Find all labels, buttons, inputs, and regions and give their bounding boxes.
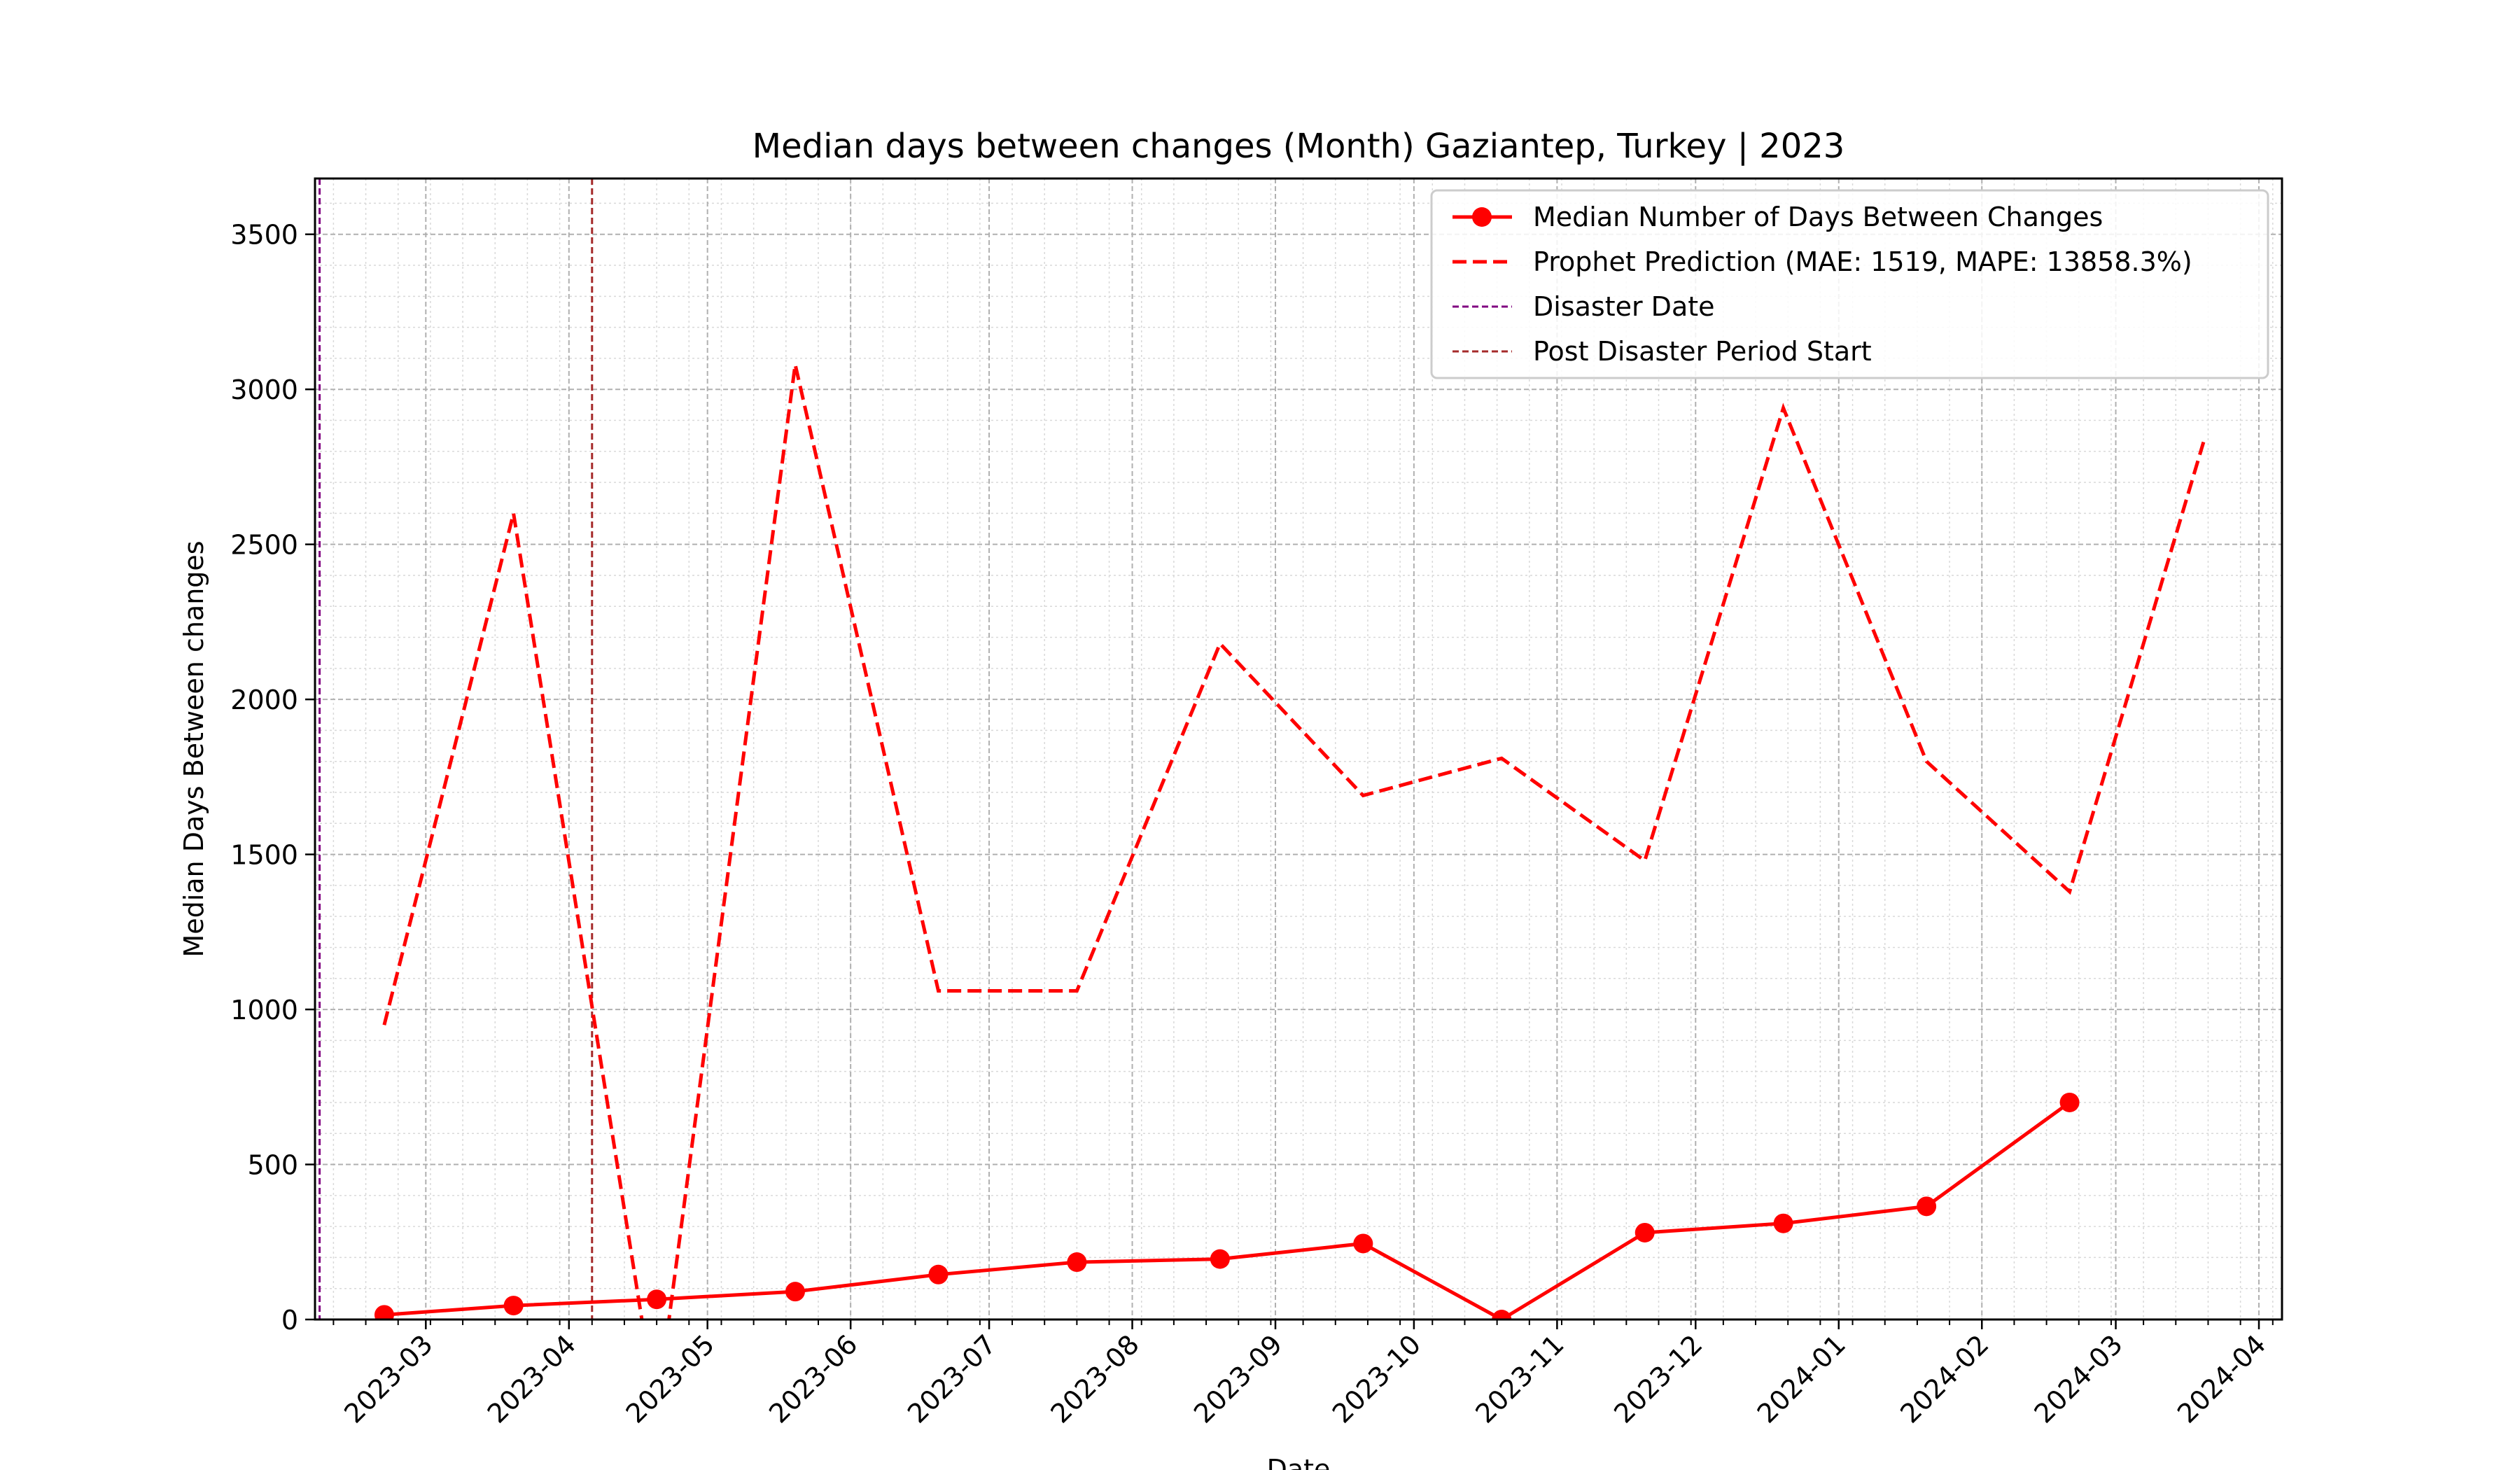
data-point [1634, 1222, 1655, 1242]
y-tick-label: 3000 [230, 374, 298, 405]
plot-frame [314, 177, 2283, 1321]
legend-marker [1472, 207, 1492, 227]
y-tick-label: 0 [281, 1305, 298, 1336]
y-tick-label: 500 [247, 1150, 298, 1181]
data-point [374, 1305, 394, 1320]
y-tick-label: 1000 [230, 995, 298, 1026]
y-tick-label: 3500 [230, 220, 298, 251]
data-point [785, 1282, 806, 1302]
data-point [1353, 1233, 1373, 1254]
reference-lines [318, 178, 594, 1320]
data-point [647, 1289, 667, 1310]
data-point [928, 1264, 948, 1284]
legend-label: Disaster Date [1533, 291, 1715, 322]
data-point [1210, 1249, 1230, 1269]
y-tick-label: 2000 [230, 685, 298, 715]
series-line [382, 364, 2206, 1320]
y-tick-label: 1500 [230, 840, 298, 871]
data-point [1917, 1196, 1937, 1217]
data-point [503, 1296, 524, 1316]
y-axis-label: Median Days Between changes [178, 540, 209, 957]
data-point [1067, 1252, 1087, 1273]
data-point [1492, 1310, 1512, 1320]
data-point [1773, 1213, 1793, 1233]
legend-box [1430, 189, 2269, 379]
chart-title: Median days between changes (Month) Gazi… [752, 127, 1845, 166]
legend: Median Number of Days Between Changes Pro… [1430, 189, 2269, 379]
legend-label: Post Disaster Period Start [1533, 336, 1872, 367]
y-axis-ticks: 0 500 1000 1500 2000 2500 3000 3500 [230, 220, 315, 1336]
y-tick-label: 2500 [230, 530, 298, 561]
data-point [2059, 1092, 2080, 1112]
legend-label: Prophet Prediction (MAE: 1519, MAPE: 138… [1533, 246, 2192, 277]
grid [315, 178, 2282, 1320]
series [374, 364, 2206, 1320]
x-axis-label: Date [1267, 1454, 1331, 1470]
legend-label: Median Number of Days Between Changes [1533, 202, 2103, 232]
